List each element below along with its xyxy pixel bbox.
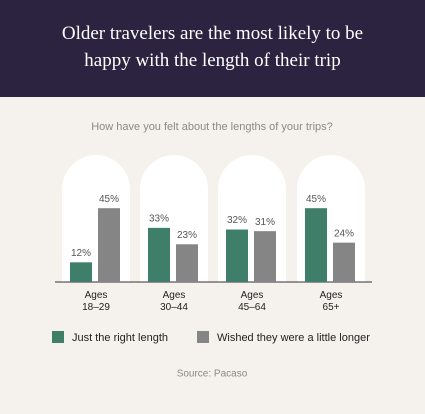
bar — [226, 229, 248, 282]
legend-swatch — [197, 331, 209, 343]
x-tick-label: Ages 45–64 — [238, 290, 266, 313]
header — [0, 0, 425, 97]
legend-swatch — [52, 331, 64, 343]
bar — [98, 208, 120, 282]
x-tick-label: Ages 18–29 — [82, 290, 110, 313]
x-tick-label: Ages 30–44 — [160, 290, 188, 313]
value-label: 12% — [71, 248, 91, 259]
value-label: 32% — [227, 215, 247, 226]
value-label: 33% — [149, 214, 169, 225]
x-tick-label: Ages 65+ — [319, 290, 343, 313]
legend-label: Wished they were a little longer — [217, 332, 370, 344]
value-label: 23% — [177, 230, 197, 241]
value-label: 45% — [306, 194, 326, 205]
value-label: 24% — [334, 228, 354, 239]
bar — [254, 231, 276, 282]
chart-title: Older travelers are the most likely to b… — [61, 23, 364, 71]
bar — [333, 242, 355, 282]
legend-label: Just the right length — [72, 332, 168, 344]
source: Source: Pacaso — [177, 369, 248, 380]
value-label: 45% — [99, 194, 119, 205]
bar — [305, 208, 327, 282]
bar — [176, 244, 198, 282]
subtitle: How have you felt about the lengths of y… — [91, 121, 333, 133]
value-label: 31% — [255, 217, 275, 228]
bar — [148, 227, 170, 282]
bar — [70, 262, 92, 282]
